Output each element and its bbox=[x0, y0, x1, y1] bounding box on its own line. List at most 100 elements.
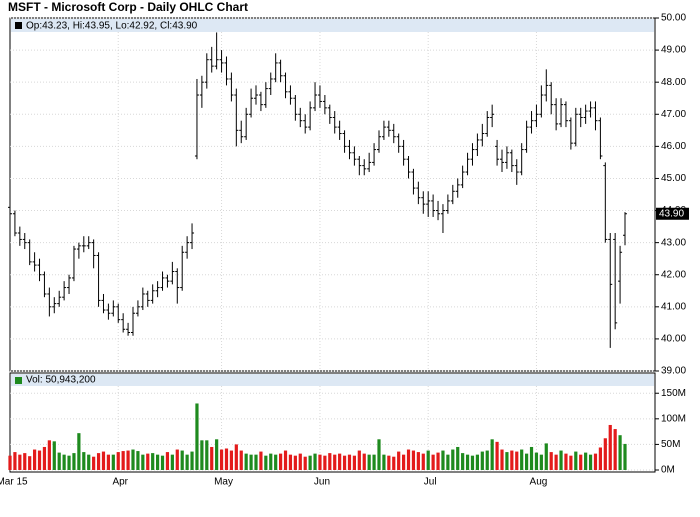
y-tick-label: 40.00 bbox=[661, 334, 686, 345]
volume-bar bbox=[308, 455, 312, 470]
volume-bar bbox=[510, 450, 514, 470]
volume-bar bbox=[554, 454, 558, 470]
volume-bar bbox=[106, 454, 110, 470]
x-tick-label: Mar 15 bbox=[0, 477, 28, 488]
volume-bar bbox=[229, 450, 233, 470]
volume-bar bbox=[421, 453, 425, 470]
volume-bar bbox=[141, 454, 145, 470]
volume-bar bbox=[446, 454, 450, 470]
volume-bar bbox=[574, 451, 578, 470]
volume-panel bbox=[9, 372, 656, 473]
volume-legend-band bbox=[11, 374, 654, 386]
volume-bar bbox=[603, 438, 607, 470]
volume-bar bbox=[569, 455, 573, 470]
volume-bar bbox=[544, 443, 548, 470]
volume-bar bbox=[608, 424, 612, 470]
volume-bar bbox=[303, 456, 307, 470]
volume-bar bbox=[490, 439, 494, 470]
volume-bar bbox=[72, 453, 76, 470]
volume-legend-swatch bbox=[15, 377, 22, 384]
volume-bar bbox=[431, 454, 435, 470]
volume-bar bbox=[180, 450, 184, 470]
volume-bar bbox=[441, 450, 445, 470]
volume-bar bbox=[618, 435, 622, 470]
volume-bar bbox=[42, 446, 47, 470]
volume-bar bbox=[451, 449, 455, 470]
volume-bar bbox=[92, 456, 96, 470]
volume-bar bbox=[362, 453, 366, 470]
volume-bar bbox=[357, 450, 361, 470]
volume-bar bbox=[470, 455, 475, 470]
volume-bar bbox=[293, 455, 297, 470]
volume-bar bbox=[195, 403, 199, 470]
y-tick-label: 41.00 bbox=[661, 301, 686, 312]
volume-bar bbox=[313, 453, 317, 470]
volume-bar bbox=[47, 440, 51, 470]
v-tick-label: 100M bbox=[661, 413, 686, 424]
volume-bar bbox=[347, 454, 352, 470]
y-tick-label: 49.00 bbox=[661, 45, 686, 56]
volume-bar bbox=[338, 453, 342, 470]
y-tick-label: 45.00 bbox=[661, 173, 686, 184]
volume-bar bbox=[146, 453, 150, 470]
volume-bar bbox=[372, 454, 376, 470]
volume-bar bbox=[274, 454, 278, 470]
volume-bar bbox=[387, 455, 391, 470]
volume-bar bbox=[224, 448, 229, 470]
y-tick-label: 50.00 bbox=[661, 13, 686, 24]
volume-bar bbox=[121, 451, 125, 470]
volume-bar bbox=[342, 455, 347, 470]
volume-bar bbox=[539, 454, 543, 470]
volume-bar bbox=[77, 433, 81, 470]
y-tick-label: 48.00 bbox=[661, 77, 686, 88]
volume-bar bbox=[52, 441, 56, 470]
price-legend: Op:43.23, Hi:43.95, Lo:42.92, Cl:43.90 bbox=[26, 21, 198, 32]
volume-bar bbox=[598, 447, 602, 470]
volume-bar bbox=[234, 444, 238, 470]
x-tick-label: Apr bbox=[112, 477, 128, 488]
volume-bar bbox=[116, 452, 120, 470]
volume-bar bbox=[333, 454, 337, 470]
volume-bar bbox=[298, 453, 302, 470]
x-tick-label: May bbox=[214, 477, 233, 488]
v-tick-label: 0M bbox=[661, 465, 675, 476]
volume-bar bbox=[57, 452, 61, 470]
volume-bar bbox=[219, 449, 224, 470]
volume-bar bbox=[475, 454, 479, 470]
y-tick-label: 46.00 bbox=[661, 141, 686, 152]
chart-title: MSFT - Microsoft Corp - Daily OHLC Chart bbox=[8, 0, 248, 14]
volume-bar bbox=[18, 454, 22, 470]
volume-bar bbox=[165, 452, 170, 470]
volume-bar bbox=[136, 451, 140, 470]
price-panel bbox=[9, 17, 656, 372]
volume-bar bbox=[564, 453, 568, 470]
volume-bar bbox=[500, 449, 504, 470]
volume-bar bbox=[210, 446, 214, 470]
volume-bar bbox=[175, 449, 179, 470]
volume-bar bbox=[367, 454, 371, 470]
volume-bar bbox=[549, 452, 553, 470]
volume-bar bbox=[279, 453, 283, 470]
volume-bar bbox=[328, 453, 332, 470]
volume-bar bbox=[613, 429, 617, 470]
volume-bar bbox=[283, 450, 288, 470]
volume-legend: Vol: 50,943,200 bbox=[26, 375, 96, 386]
last-price-label: 43.90 bbox=[659, 208, 684, 219]
volume-bar bbox=[23, 453, 27, 470]
y-tick-label: 47.00 bbox=[661, 109, 686, 120]
volume-bar bbox=[579, 454, 583, 470]
volume-bar bbox=[126, 450, 130, 470]
volume-bar bbox=[67, 455, 71, 470]
volume-bar bbox=[264, 455, 268, 470]
volume-bar bbox=[323, 455, 327, 470]
volume-bar bbox=[377, 439, 381, 470]
volume-bar bbox=[160, 455, 165, 470]
volume-bar bbox=[515, 451, 519, 470]
last-price-box bbox=[656, 207, 689, 220]
volume-bar bbox=[205, 440, 209, 470]
volume-bar bbox=[269, 453, 273, 470]
price-legend-band bbox=[11, 19, 654, 32]
volume-bar bbox=[28, 456, 32, 470]
volume-bar bbox=[185, 454, 189, 470]
